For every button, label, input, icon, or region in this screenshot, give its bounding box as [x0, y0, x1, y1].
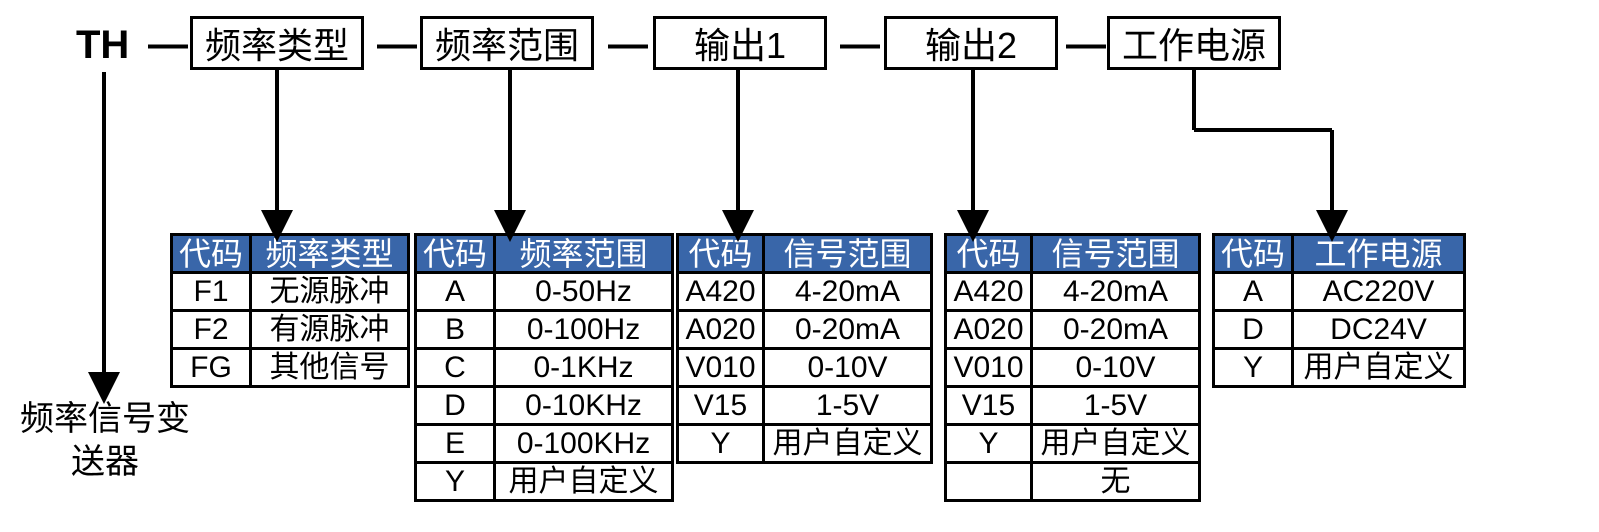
- table-cell: 用户自定义: [1032, 425, 1200, 463]
- table-cell: D: [1214, 311, 1293, 349]
- table-cell: 0-100KHz: [495, 425, 673, 463]
- table-cell: AC220V: [1293, 273, 1465, 311]
- table-cell: 0-1KHz: [495, 349, 673, 387]
- table-cell: 无源脉冲: [251, 273, 409, 311]
- table-cell: 4-20mA: [1032, 273, 1200, 311]
- table-header: 频率类型: [251, 235, 409, 273]
- table-cell: V15: [946, 387, 1032, 425]
- table-cell: 有源脉冲: [251, 311, 409, 349]
- table-cell: B: [416, 311, 495, 349]
- table-header: 代码: [678, 235, 764, 273]
- table-header: 代码: [946, 235, 1032, 273]
- dash-separator: —: [148, 22, 188, 67]
- table-freq-range: 代码频率范围A0-50HzB0-100HzC0-1KHzD0-10KHzE0-1…: [414, 233, 674, 502]
- table-cell: DC24V: [1293, 311, 1465, 349]
- table-cell: Y: [678, 425, 764, 463]
- dash-separator: —: [608, 22, 648, 67]
- table-cell: Y: [416, 463, 495, 501]
- table-cell: A: [416, 273, 495, 311]
- table-header: 信号范围: [764, 235, 932, 273]
- dash-separator: —: [377, 22, 417, 67]
- section-box-freq-range: 频率范围: [420, 16, 594, 70]
- table-cell: [946, 463, 1032, 501]
- table-cell: 0-10V: [764, 349, 932, 387]
- table-cell: F1: [172, 273, 251, 311]
- table-cell: 0-20mA: [764, 311, 932, 349]
- table-cell: 1-5V: [1032, 387, 1200, 425]
- table-cell: A420: [946, 273, 1032, 311]
- section-box-power: 工作电源: [1107, 16, 1281, 70]
- table-cell: Y: [946, 425, 1032, 463]
- section-box-output2: 输出2: [884, 16, 1058, 70]
- section-box-freq-type: 频率类型: [190, 16, 364, 70]
- table-cell: F2: [172, 311, 251, 349]
- table-cell: A020: [678, 311, 764, 349]
- table-header: 信号范围: [1032, 235, 1200, 273]
- table-header: 工作电源: [1293, 235, 1465, 273]
- table-header: 代码: [172, 235, 251, 273]
- table-cell: V010: [946, 349, 1032, 387]
- table-cell: 用户自定义: [764, 425, 932, 463]
- table-cell: 4-20mA: [764, 273, 932, 311]
- table-header: 代码: [1214, 235, 1293, 273]
- table-header: 代码: [416, 235, 495, 273]
- table-output1: 代码信号范围A4204-20mAA0200-20mAV0100-10VV151-…: [676, 233, 933, 464]
- table-cell: 0-50Hz: [495, 273, 673, 311]
- table-cell: V15: [678, 387, 764, 425]
- table-cell: 其他信号: [251, 349, 409, 387]
- dash-separator: —: [840, 22, 880, 67]
- table-cell: 0-10V: [1032, 349, 1200, 387]
- table-cell: 用户自定义: [1293, 349, 1465, 387]
- table-cell: 1-5V: [764, 387, 932, 425]
- table-cell: 0-20mA: [1032, 311, 1200, 349]
- table-cell: 用户自定义: [495, 463, 673, 501]
- dash-separator: —: [1066, 22, 1106, 67]
- model-prefix: TH: [76, 23, 129, 68]
- table-cell: E: [416, 425, 495, 463]
- table-cell: 0-10KHz: [495, 387, 673, 425]
- th-description: 频率信号变 送器: [0, 398, 210, 483]
- table-cell: 0-100Hz: [495, 311, 673, 349]
- table-output2: 代码信号范围A4204-20mAA0200-20mAV0100-10VV151-…: [944, 233, 1201, 502]
- table-cell: Y: [1214, 349, 1293, 387]
- table-cell: A020: [946, 311, 1032, 349]
- table-cell: 无: [1032, 463, 1200, 501]
- table-cell: A420: [678, 273, 764, 311]
- table-freq-type: 代码频率类型F1无源脉冲F2有源脉冲FG其他信号: [170, 233, 410, 388]
- table-cell: V010: [678, 349, 764, 387]
- table-cell: D: [416, 387, 495, 425]
- table-cell: A: [1214, 273, 1293, 311]
- table-header: 频率范围: [495, 235, 673, 273]
- section-box-output1: 输出1: [653, 16, 827, 70]
- table-cell: C: [416, 349, 495, 387]
- table-power: 代码工作电源AAC220VDDC24VY用户自定义: [1212, 233, 1466, 388]
- table-cell: FG: [172, 349, 251, 387]
